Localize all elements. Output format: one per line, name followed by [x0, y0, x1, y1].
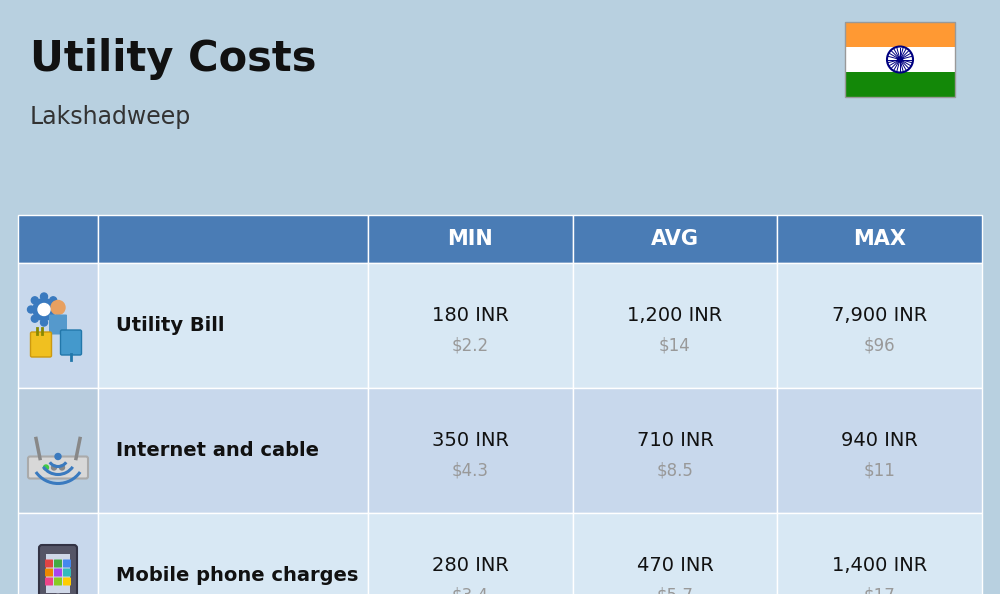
Bar: [573, 263, 777, 388]
Circle shape: [38, 304, 50, 315]
Bar: [777, 215, 982, 263]
Text: 7,900 INR: 7,900 INR: [832, 306, 927, 325]
Text: 940 INR: 940 INR: [841, 431, 918, 450]
FancyBboxPatch shape: [30, 332, 52, 357]
Bar: [368, 263, 573, 388]
Bar: [98, 513, 368, 594]
Text: $2.2: $2.2: [452, 336, 489, 355]
Circle shape: [898, 57, 902, 62]
Circle shape: [40, 293, 48, 300]
Text: 1,400 INR: 1,400 INR: [832, 556, 927, 575]
FancyBboxPatch shape: [63, 560, 71, 567]
Text: MIN: MIN: [447, 229, 493, 249]
Text: 180 INR: 180 INR: [432, 306, 509, 325]
Text: $96: $96: [864, 336, 895, 355]
Bar: [845, 72, 955, 97]
Bar: [777, 263, 982, 388]
Circle shape: [31, 297, 38, 304]
Circle shape: [50, 315, 57, 322]
Circle shape: [55, 453, 61, 460]
Text: 1,200 INR: 1,200 INR: [627, 306, 723, 325]
Circle shape: [31, 315, 38, 322]
Circle shape: [33, 299, 55, 321]
FancyBboxPatch shape: [63, 577, 71, 586]
Bar: [845, 22, 955, 97]
Text: Mobile phone charges: Mobile phone charges: [116, 566, 358, 585]
Bar: [368, 215, 573, 263]
Bar: [18, 263, 98, 388]
Circle shape: [50, 297, 57, 304]
Text: $17: $17: [864, 586, 896, 594]
Bar: [98, 263, 368, 388]
Text: MAX: MAX: [853, 229, 906, 249]
Bar: [777, 513, 982, 594]
Circle shape: [60, 465, 64, 470]
Text: $4.3: $4.3: [452, 462, 489, 479]
Circle shape: [51, 301, 65, 314]
Bar: [573, 388, 777, 513]
Bar: [98, 388, 368, 513]
FancyBboxPatch shape: [54, 568, 62, 577]
FancyBboxPatch shape: [28, 457, 88, 479]
Circle shape: [28, 306, 34, 313]
FancyBboxPatch shape: [49, 314, 67, 334]
Text: Lakshadweep: Lakshadweep: [30, 105, 191, 129]
Bar: [18, 513, 98, 594]
Bar: [573, 513, 777, 594]
Text: Utility Costs: Utility Costs: [30, 38, 316, 80]
Circle shape: [52, 465, 56, 470]
Text: $11: $11: [864, 462, 896, 479]
Circle shape: [40, 319, 48, 326]
Text: Internet and cable: Internet and cable: [116, 441, 319, 460]
Text: 710 INR: 710 INR: [637, 431, 713, 450]
FancyBboxPatch shape: [60, 330, 82, 355]
Bar: [845, 47, 955, 72]
FancyBboxPatch shape: [45, 577, 53, 586]
Bar: [573, 215, 777, 263]
Text: AVG: AVG: [651, 229, 699, 249]
Bar: [845, 22, 955, 47]
FancyBboxPatch shape: [46, 554, 70, 593]
Bar: [368, 388, 573, 513]
Text: 470 INR: 470 INR: [637, 556, 713, 575]
FancyBboxPatch shape: [54, 577, 62, 586]
Bar: [18, 215, 98, 263]
Bar: [18, 388, 98, 513]
FancyBboxPatch shape: [63, 568, 71, 577]
FancyBboxPatch shape: [39, 545, 77, 594]
Bar: [368, 513, 573, 594]
Bar: [777, 388, 982, 513]
Circle shape: [44, 465, 48, 470]
Text: Utility Bill: Utility Bill: [116, 316, 224, 335]
Text: $3.4: $3.4: [452, 586, 489, 594]
FancyBboxPatch shape: [54, 560, 62, 567]
Text: 280 INR: 280 INR: [432, 556, 509, 575]
Bar: [98, 215, 368, 263]
Text: $5.7: $5.7: [657, 586, 693, 594]
FancyBboxPatch shape: [45, 560, 53, 567]
Circle shape: [54, 306, 60, 313]
Text: 350 INR: 350 INR: [432, 431, 509, 450]
FancyBboxPatch shape: [45, 568, 53, 577]
Text: $14: $14: [659, 336, 691, 355]
Text: $8.5: $8.5: [657, 462, 693, 479]
